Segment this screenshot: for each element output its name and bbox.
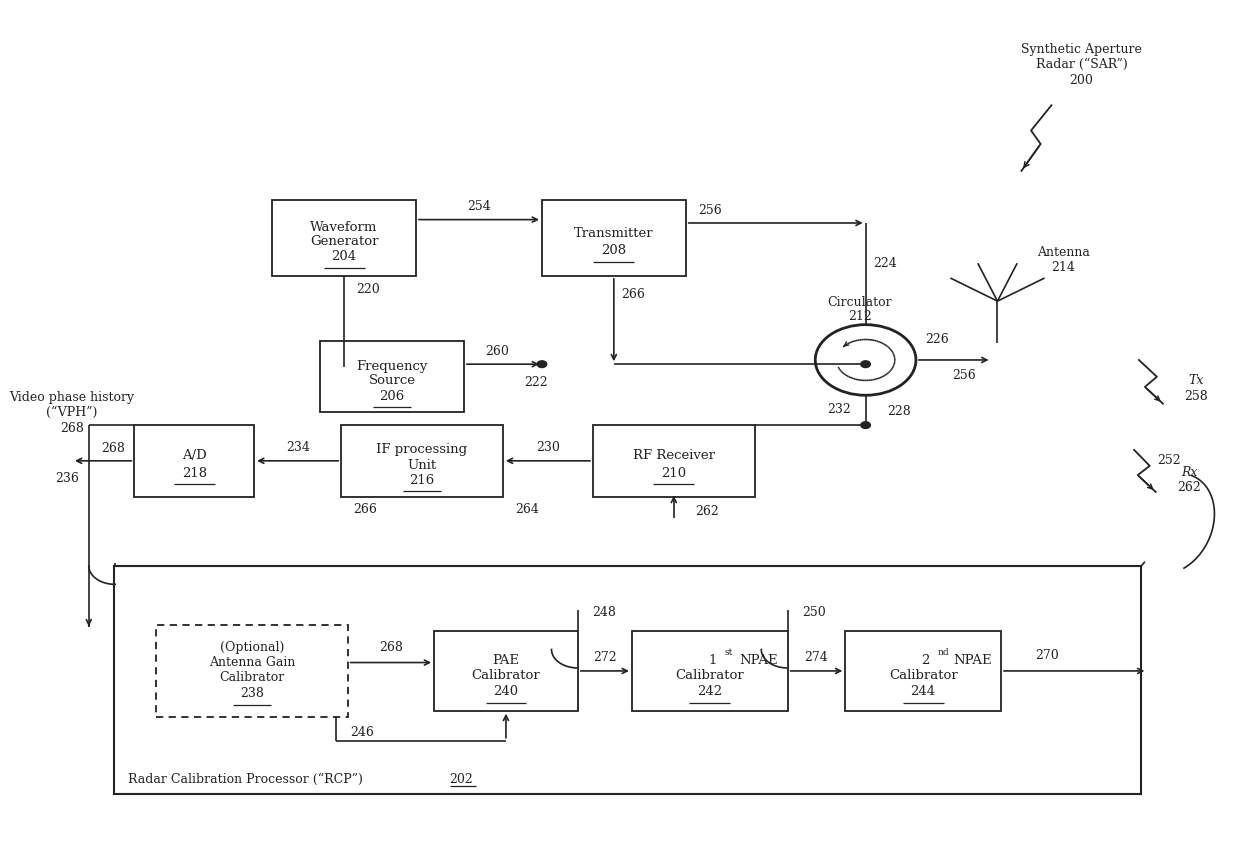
Circle shape: [861, 422, 870, 428]
Text: 1: 1: [708, 654, 717, 667]
Text: 226: 226: [925, 333, 950, 346]
Text: 274: 274: [805, 651, 828, 664]
Bar: [320, 341, 464, 413]
Text: 272: 272: [593, 651, 616, 664]
Text: 246: 246: [350, 726, 374, 739]
Text: 232: 232: [827, 404, 851, 416]
Text: 234: 234: [285, 441, 310, 453]
Text: Rx: Rx: [1180, 466, 1198, 479]
Text: Waveform: Waveform: [310, 221, 378, 233]
Text: 236: 236: [56, 472, 79, 485]
Text: 204: 204: [331, 250, 357, 263]
Text: 268: 268: [379, 641, 403, 654]
Text: Antenna: Antenna: [1037, 246, 1090, 259]
Text: 228: 228: [888, 405, 911, 418]
Text: Generator: Generator: [310, 235, 378, 248]
Text: Source: Source: [368, 375, 415, 387]
Bar: [632, 631, 787, 711]
Text: 260: 260: [486, 345, 510, 358]
Bar: [341, 425, 503, 497]
Text: 250: 250: [802, 606, 826, 619]
Circle shape: [861, 360, 870, 367]
Text: nd: nd: [937, 648, 949, 657]
Text: 230: 230: [536, 441, 559, 453]
Text: 2: 2: [921, 654, 930, 667]
Text: st: st: [724, 648, 733, 657]
Text: Synthetic Aperture: Synthetic Aperture: [1021, 42, 1142, 56]
Text: 266: 266: [621, 288, 645, 301]
Text: 262: 262: [696, 505, 719, 518]
Text: Calibrator: Calibrator: [219, 671, 284, 684]
Text: Calibrator: Calibrator: [889, 668, 957, 682]
Text: 256: 256: [952, 369, 976, 382]
Text: A/D: A/D: [182, 449, 207, 462]
Text: Frequency: Frequency: [356, 360, 428, 373]
Text: 258: 258: [1184, 391, 1208, 404]
Text: Calibrator: Calibrator: [471, 668, 541, 682]
Text: PAE: PAE: [492, 654, 520, 667]
Text: Radar Calibration Processor (“RCP”): Radar Calibration Processor (“RCP”): [129, 773, 367, 786]
Text: 270: 270: [1034, 649, 1059, 662]
Text: 222: 222: [525, 376, 548, 389]
Text: 248: 248: [593, 606, 616, 619]
Text: 210: 210: [661, 467, 687, 480]
Text: 214: 214: [1052, 261, 1075, 274]
Text: 252: 252: [1157, 454, 1180, 467]
Bar: [846, 631, 1001, 711]
Text: 224: 224: [873, 257, 897, 270]
Text: 266: 266: [353, 503, 377, 517]
Text: Radar (“SAR”): Radar (“SAR”): [1035, 58, 1127, 70]
Text: 208: 208: [601, 244, 626, 257]
Text: 240: 240: [494, 685, 518, 699]
Text: 264: 264: [515, 503, 539, 517]
Text: 212: 212: [848, 310, 872, 323]
Text: (“VPH”): (“VPH”): [46, 406, 98, 420]
Text: RF Receiver: RF Receiver: [632, 449, 714, 462]
Bar: [593, 425, 755, 497]
Bar: [156, 624, 347, 717]
Text: Video phase history: Video phase history: [10, 392, 135, 404]
Text: 242: 242: [697, 685, 723, 699]
Bar: [542, 201, 686, 276]
Text: Calibrator: Calibrator: [676, 668, 744, 682]
Bar: [114, 566, 1141, 794]
Text: NPAE: NPAE: [954, 654, 992, 667]
Text: Unit: Unit: [408, 459, 436, 471]
Text: 220: 220: [356, 283, 379, 296]
Bar: [434, 631, 578, 711]
Text: (Optional): (Optional): [219, 641, 284, 654]
Text: 262: 262: [1178, 481, 1202, 494]
Text: Transmitter: Transmitter: [574, 227, 653, 239]
Circle shape: [537, 360, 547, 367]
Text: 254: 254: [467, 200, 491, 212]
Text: NPAE: NPAE: [740, 654, 779, 667]
Text: Antenna Gain: Antenna Gain: [208, 656, 295, 669]
Text: 244: 244: [910, 685, 936, 699]
Text: IF processing: IF processing: [377, 443, 467, 456]
Text: Tx: Tx: [1189, 374, 1204, 387]
Bar: [134, 425, 254, 497]
Text: Circulator: Circulator: [827, 296, 892, 310]
Text: 268: 268: [60, 422, 84, 436]
Text: 238: 238: [239, 687, 264, 700]
Text: 202: 202: [450, 773, 474, 786]
Text: 268: 268: [100, 442, 125, 454]
Text: 200: 200: [1069, 74, 1094, 86]
Text: 256: 256: [698, 204, 722, 217]
Text: 216: 216: [409, 474, 435, 486]
Text: 218: 218: [182, 467, 207, 480]
Text: 206: 206: [379, 390, 404, 403]
Bar: [273, 201, 417, 276]
